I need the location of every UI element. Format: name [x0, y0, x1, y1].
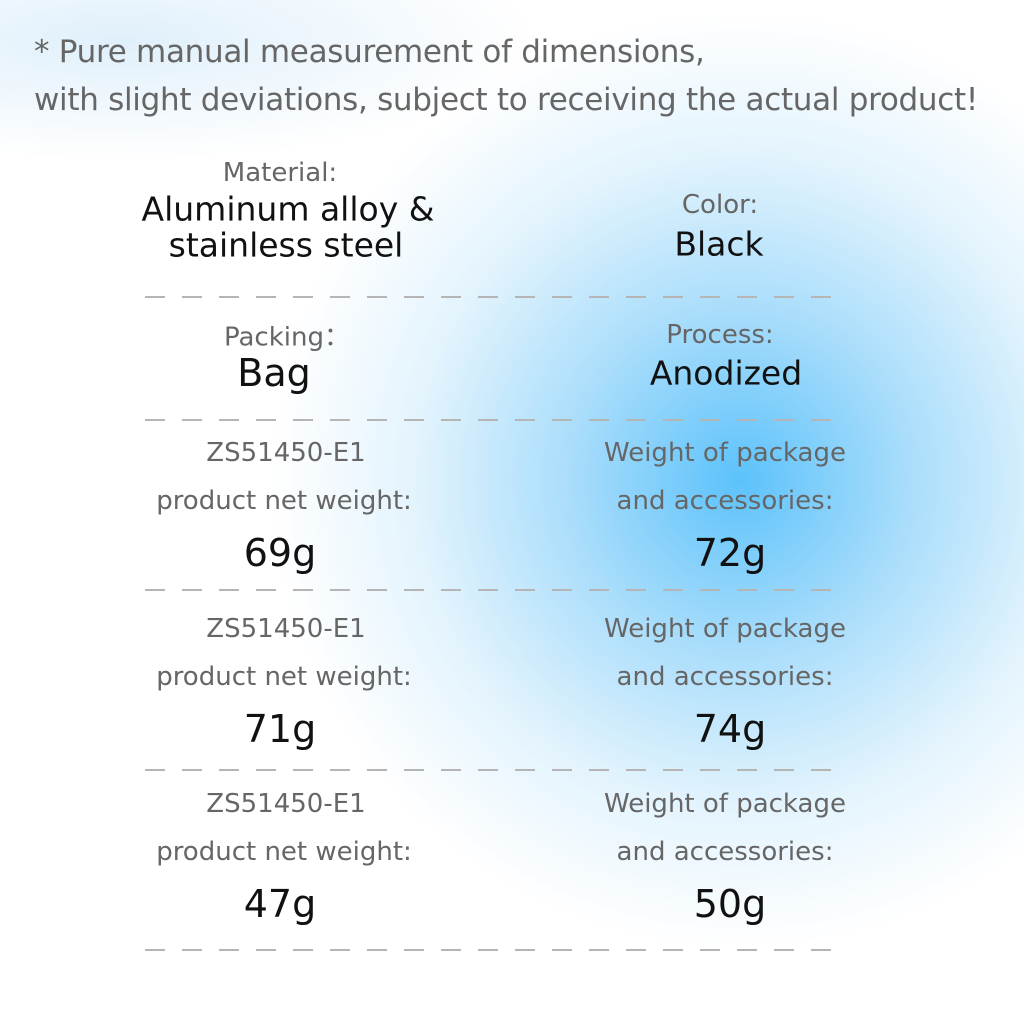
- spec-value: Bag: [237, 351, 311, 395]
- note-line: with slight deviations, subject to recei…: [34, 82, 978, 118]
- net-weight-label: product net weight:: [156, 662, 412, 692]
- spec-value: stainless steel: [168, 225, 404, 265]
- spec-value: Black: [674, 224, 764, 264]
- spec-label: Color:: [681, 190, 759, 220]
- package-weight: 74g: [693, 707, 767, 751]
- net-weight: 69g: [243, 531, 317, 575]
- package-weight-label: and accessories:: [616, 837, 834, 867]
- model: ZS51450-E1: [206, 614, 366, 644]
- package-weight-label: and accessories:: [616, 662, 834, 692]
- spec-value: Anodized: [649, 353, 803, 393]
- net-weight-label: product net weight:: [156, 837, 412, 867]
- note-line: * Pure manual measurement of dimensions,: [34, 34, 705, 70]
- package-weight-label: and accessories:: [616, 486, 834, 516]
- package-weight: 72g: [693, 531, 767, 575]
- model: ZS51450-E1: [206, 438, 366, 468]
- net-weight: 47g: [243, 882, 317, 926]
- package-weight-label: Weight of package: [604, 438, 846, 468]
- net-weight: 71g: [243, 707, 317, 751]
- package-weight-label: Weight of package: [604, 614, 846, 644]
- spec-label: Process:: [666, 320, 774, 350]
- package-weight-label: Weight of package: [604, 789, 846, 819]
- spec-label: Material:: [222, 158, 338, 188]
- background-glow: [0, 0, 1024, 300]
- net-weight-label: product net weight:: [156, 486, 412, 516]
- model: ZS51450-E1: [206, 789, 366, 819]
- package-weight: 50g: [693, 882, 767, 926]
- spec-label: Packing：: [223, 322, 351, 353]
- spec-value: Aluminum alloy &: [141, 189, 435, 229]
